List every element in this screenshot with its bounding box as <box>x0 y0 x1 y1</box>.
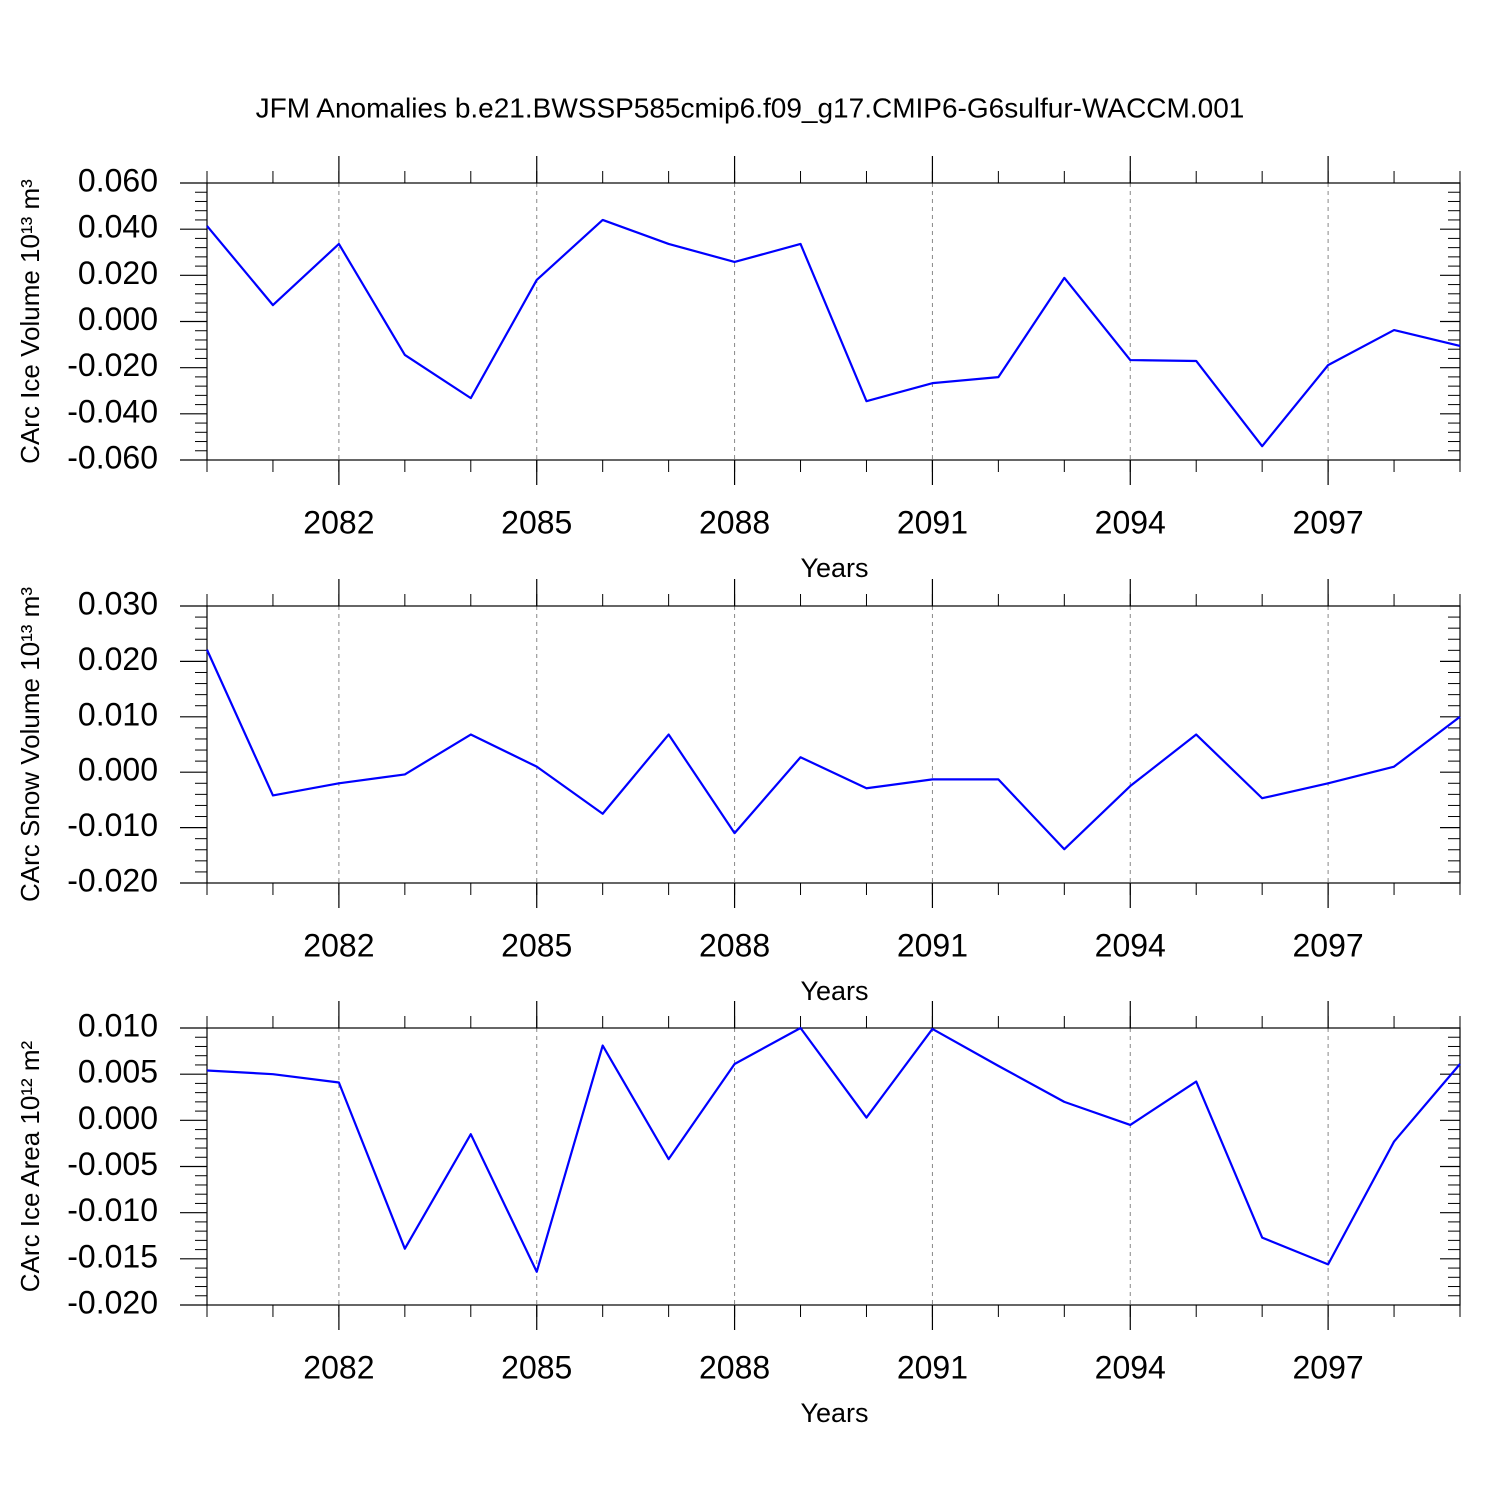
y-tick-label: -0.060 <box>67 439 158 475</box>
y-tick-label: 0.000 <box>78 301 158 337</box>
data-line <box>205 649 1461 851</box>
x-tick-label: 2091 <box>897 504 968 540</box>
x-tick-label: 2094 <box>1095 504 1166 540</box>
data-line <box>206 1026 1461 1273</box>
chart-title: JFM Anomalies b.e21.BWSSP585cmip6.f09_g1… <box>256 92 1245 123</box>
x-tick-label: 2088 <box>699 927 770 963</box>
x-tick-label: 2091 <box>897 927 968 963</box>
x-tick-label: 2082 <box>303 1349 374 1385</box>
y-tick-label: 0.005 <box>78 1054 158 1090</box>
x-tick-label: 2091 <box>897 1349 968 1385</box>
plot-frame <box>206 1027 1461 1306</box>
y-tick-label: 0.060 <box>78 162 158 198</box>
y-tick-label: -0.010 <box>67 807 158 843</box>
x-tick-label: 2085 <box>501 1349 572 1385</box>
y-tick-label: -0.015 <box>67 1238 158 1274</box>
x-tick-label: 2097 <box>1293 1349 1364 1385</box>
y-tick-label: 0.000 <box>78 752 158 788</box>
x-tick-label: 2097 <box>1293 927 1364 963</box>
y-tick-label: 0.020 <box>78 641 158 677</box>
x-tick-label: 2097 <box>1293 504 1364 540</box>
x-tick-label: 2088 <box>699 504 770 540</box>
x-tick-label: 2085 <box>501 927 572 963</box>
x-axis-label: Years <box>800 553 868 583</box>
x-tick-label: 2094 <box>1095 1349 1166 1385</box>
y-tick-label: 0.030 <box>78 585 158 621</box>
y-tick-label: 0.020 <box>78 255 158 291</box>
plot-frame <box>206 605 1461 884</box>
y-axis-label: CArc Snow Volume 10¹³ m³ <box>15 587 45 902</box>
y-tick-label: -0.010 <box>67 1192 158 1228</box>
x-tick-label: 2088 <box>699 1349 770 1385</box>
x-axis-label: Years <box>800 1398 868 1428</box>
y-tick-label: -0.040 <box>67 393 158 429</box>
y-tick-label: -0.020 <box>67 1284 158 1320</box>
y-tick-label: -0.020 <box>67 862 158 898</box>
y-axis-label: CArc Ice Area 10¹² m² <box>15 1040 45 1292</box>
data-line <box>206 218 1461 448</box>
x-tick-label: 2082 <box>303 504 374 540</box>
y-tick-label: -0.020 <box>67 347 158 383</box>
y-tick-label: 0.040 <box>78 209 158 245</box>
x-tick-label: 2094 <box>1095 927 1166 963</box>
y-tick-label: -0.005 <box>67 1146 158 1182</box>
y-axis-label: CArc Ice Volume 10¹³ m³ <box>15 179 45 464</box>
x-axis-label: Years <box>800 976 868 1006</box>
y-tick-label: 0.000 <box>78 1100 158 1136</box>
x-tick-label: 2085 <box>501 504 572 540</box>
y-tick-label: 0.010 <box>78 1007 158 1043</box>
plot-frame <box>206 182 1461 461</box>
y-tick-label: 0.010 <box>78 696 158 732</box>
x-tick-label: 2082 <box>303 927 374 963</box>
